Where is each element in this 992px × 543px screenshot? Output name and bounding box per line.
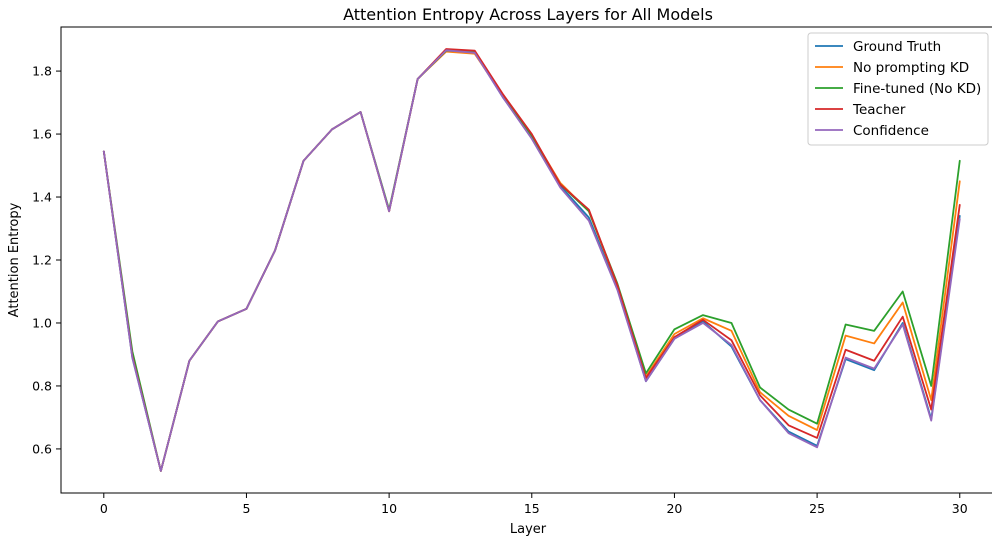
y-tick-label: 1.4 [32,190,52,205]
chart-title: Attention Entropy Across Layers for All … [343,5,713,24]
legend-label-confidence: Confidence [853,123,929,139]
y-tick-label: 1.0 [32,315,52,330]
y-tick-label: 1.6 [32,127,52,142]
y-tick-label: 0.8 [32,378,52,393]
y-tick-label: 0.6 [32,441,52,456]
legend-box [807,32,989,146]
x-axis-label: Layer [510,522,547,537]
legend-label-teacher: Teacher [852,102,906,118]
x-tick-label: 15 [524,501,540,516]
x-tick-label: 10 [381,501,397,516]
legend-label-no-prompting-kd: No prompting KD [853,60,969,76]
y-tick-label: 1.2 [32,253,52,268]
y-tick-label: 1.8 [32,64,52,79]
x-tick-label: 25 [809,501,825,516]
x-tick-label: 20 [666,501,682,516]
x-axis-ticks: 0 5 10 15 20 25 30 [100,493,968,516]
legend-items: Ground Truth No prompting KD Fine-tuned (N… [815,39,981,139]
legend-label-fine-tuned-no-kd: Fine-tuned (No KD) [853,81,981,97]
series-group [102,48,961,472]
y-axis-ticks: 0.6 0.8 1.0 1.2 1.4 1.6 1.8 [32,64,61,456]
legend-label-ground-truth: Ground Truth [853,39,941,55]
series-line-confidence [102,49,961,472]
x-tick-label: 5 [242,501,250,516]
y-axis-label: Attention Entropy [7,202,22,317]
axes: 0 5 10 15 20 25 30 0.6 0.8 1.0 1.2 1.4 1.6 1.8 [32,26,992,516]
legend: Ground Truth No prompting KD Fine-tuned (N… [807,32,989,146]
x-tick-label: 0 [100,501,108,516]
x-tick-label: 30 [952,501,968,516]
